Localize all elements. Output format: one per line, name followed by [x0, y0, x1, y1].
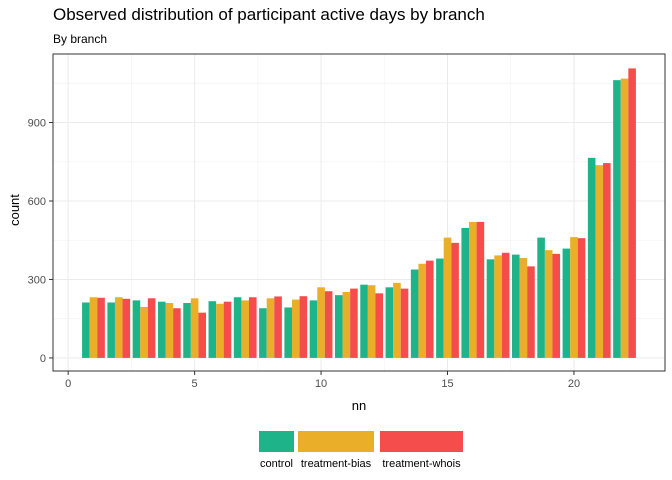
bar-treatment-bias-14: [418, 263, 427, 358]
bar-treatment-bias-22: [620, 78, 629, 358]
bar-treatment-bias-15: [443, 237, 452, 358]
bar-control-15: [436, 258, 444, 358]
chart-subtitle: By branch: [53, 32, 107, 46]
chart-title: Observed distribution of participant act…: [53, 5, 485, 24]
bar-treatment-whois-11: [350, 288, 358, 358]
legend-label-control: control: [260, 458, 293, 470]
bar-treatment-whois-10: [324, 291, 333, 358]
bar-control-7: [233, 297, 242, 358]
x-tick-label: 0: [65, 378, 71, 390]
bar-control-21: [587, 157, 596, 358]
legend-label-treatment-bias: treatment-bias: [301, 458, 372, 470]
bar-treatment-bias-19: [544, 250, 553, 358]
bar-treatment-bias-17: [494, 255, 502, 358]
x-tick-label: 15: [441, 378, 453, 390]
bar-treatment-bias-3: [140, 306, 148, 358]
bar-control-8: [259, 308, 267, 358]
bar-control-12: [360, 284, 368, 358]
bar-control-20: [562, 248, 571, 358]
bar-treatment-whois-2: [122, 298, 131, 358]
legend-key-control: [259, 431, 294, 452]
bar-treatment-whois-1: [97, 297, 105, 358]
bar-treatment-whois-9: [299, 296, 308, 358]
bar-treatment-whois-13: [400, 288, 409, 358]
bar-control-22: [613, 80, 621, 358]
bar-control-14: [410, 269, 419, 358]
bar-control-4: [157, 301, 166, 358]
bar-control-1: [82, 302, 90, 358]
bar-treatment-bias-9: [291, 299, 300, 358]
bar-control-9: [284, 307, 292, 358]
bar-treatment-whois-7: [248, 297, 257, 358]
x-tick-label: 20: [568, 378, 580, 390]
bar-treatment-whois-15: [451, 242, 459, 358]
bar-treatment-whois-3: [147, 298, 156, 358]
bar-treatment-bias-6: [216, 303, 224, 358]
y-tick-label: 600: [28, 196, 46, 208]
bar-treatment-bias-18: [519, 258, 528, 358]
bar-treatment-bias-21: [595, 165, 604, 358]
x-tick-label: 5: [192, 378, 198, 390]
bar-treatment-bias-12: [367, 285, 376, 358]
bar-treatment-whois-21: [603, 163, 611, 358]
y-tick-label: 0: [40, 353, 46, 365]
bar-treatment-whois-20: [577, 238, 586, 358]
bar-treatment-whois-22: [628, 68, 636, 358]
bar-treatment-whois-17: [501, 252, 510, 358]
bar-treatment-whois-6: [223, 301, 232, 358]
bar-treatment-bias-10: [317, 287, 325, 358]
bar-control-5: [183, 302, 191, 358]
bar-treatment-whois-8: [274, 296, 282, 358]
bar-control-6: [208, 301, 217, 358]
bar-control-19: [537, 237, 545, 358]
bar-treatment-bias-1: [89, 297, 98, 358]
bars: [82, 68, 636, 358]
y-axis-title: count: [7, 194, 22, 226]
bar-control-11: [334, 295, 343, 358]
bar-treatment-bias-7: [241, 300, 249, 358]
bar-treatment-bias-11: [342, 292, 351, 358]
bar-treatment-bias-2: [114, 297, 123, 358]
y-tick-label: 300: [28, 274, 46, 286]
bar-treatment-bias-4: [165, 302, 174, 358]
bar-treatment-bias-5: [190, 298, 199, 358]
bar-treatment-bias-8: [266, 298, 275, 358]
bar-treatment-bias-16: [469, 221, 477, 358]
bar-treatment-whois-5: [198, 312, 206, 358]
bar-control-10: [309, 300, 318, 358]
bar-control-2: [107, 302, 115, 358]
y-tick-label: 900: [28, 118, 46, 130]
bar-control-13: [385, 287, 394, 358]
bar-treatment-whois-16: [476, 221, 485, 358]
x-tick-label: 10: [315, 378, 327, 390]
plot-border: [52, 53, 666, 372]
bar-control-17: [486, 259, 495, 358]
bar-treatment-whois-19: [552, 253, 561, 358]
legend-key-treatment-whois: [380, 431, 463, 452]
legend-key-treatment-bias: [298, 431, 374, 452]
x-axis-title: nn: [352, 398, 366, 413]
bar-control-16: [461, 227, 470, 358]
bar-treatment-whois-18: [527, 266, 535, 358]
bar-treatment-whois-4: [173, 308, 181, 358]
bar-treatment-whois-14: [426, 260, 434, 358]
bar-treatment-whois-12: [375, 293, 384, 358]
legend: control treatment-bias treatment-whois: [259, 431, 463, 470]
bar-control-3: [132, 300, 141, 358]
legend-label-treatment-whois: treatment-whois: [382, 458, 461, 470]
bar-treatment-bias-20: [570, 237, 578, 358]
bar-treatment-bias-13: [393, 282, 401, 358]
axes: 0 5 10 15 20 0 300 600 900: [28, 53, 666, 390]
bar-control-18: [512, 254, 520, 358]
